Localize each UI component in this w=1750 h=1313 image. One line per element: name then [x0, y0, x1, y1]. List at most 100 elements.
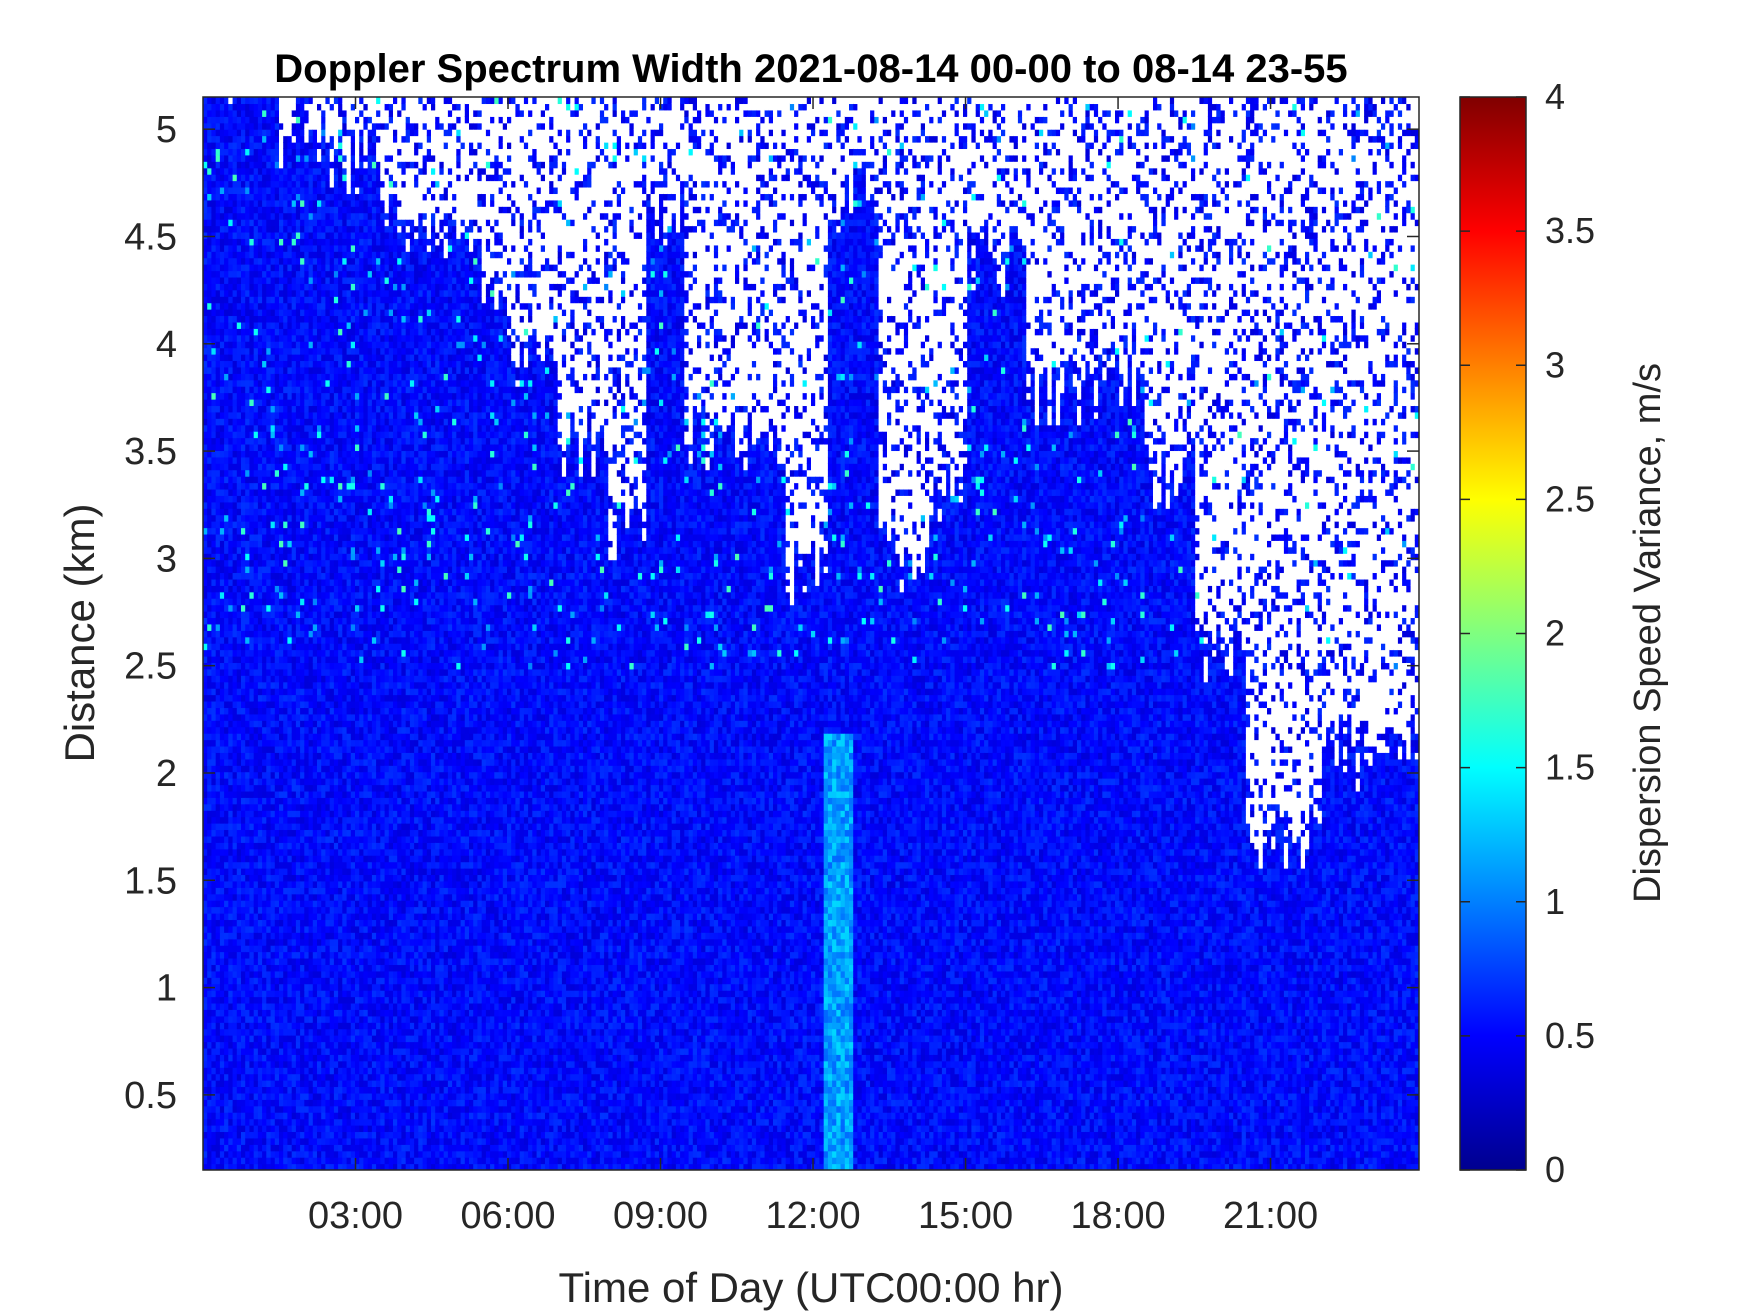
heatmap-cell [207, 842, 213, 850]
heatmap-cell [228, 887, 234, 895]
heatmap-cell [241, 823, 246, 831]
heatmap-cell [215, 977, 221, 985]
heatmap-cell [257, 636, 263, 644]
heatmap-cell [203, 1028, 208, 1036]
heatmap-cell [245, 315, 251, 323]
heatmap-cell [241, 546, 246, 554]
heatmap-cell [207, 578, 213, 586]
heatmap-cell [236, 450, 242, 458]
heatmap-cell [236, 1047, 242, 1055]
heatmap-cell [241, 1022, 246, 1030]
heatmap-cell [224, 694, 229, 702]
heatmap-cell [245, 630, 251, 638]
heatmap-cell [245, 540, 251, 548]
heatmap-cell [228, 347, 234, 355]
heatmap-cell [274, 1131, 280, 1139]
heatmap-cell [325, 823, 331, 831]
heatmap-cell [312, 187, 318, 195]
heatmap-cell [317, 373, 322, 381]
heatmap-cell [317, 790, 322, 798]
heatmap-cell [308, 321, 314, 329]
heatmap-cell [224, 1125, 229, 1133]
heatmap-cell [308, 868, 314, 876]
heatmap-cell [287, 739, 293, 747]
heatmap-cell [257, 990, 263, 998]
heatmap-cell [325, 527, 331, 535]
heatmap-cell [295, 643, 301, 651]
heatmap-cell [304, 868, 310, 876]
heatmap-cell [291, 231, 297, 239]
heatmap-cell [241, 1080, 246, 1088]
heatmap-cell [249, 598, 255, 606]
heatmap-cell [232, 951, 238, 959]
heatmap-cell [274, 726, 280, 734]
heatmap-cell [253, 745, 259, 753]
heatmap-cell [257, 578, 263, 586]
heatmap-cell [211, 354, 217, 362]
heatmap-cell [245, 1067, 251, 1075]
heatmap-cell [274, 135, 280, 143]
heatmap-cell [249, 167, 255, 175]
heatmap-cell [283, 476, 289, 484]
heatmap-cell [262, 270, 267, 278]
heatmap-cell [224, 797, 229, 805]
heatmap-cell [300, 212, 305, 220]
heatmap-cell [215, 424, 221, 432]
heatmap-cell [228, 559, 234, 567]
heatmap-cell [304, 842, 310, 850]
heatmap-cell [266, 546, 272, 554]
heatmap-cell [207, 321, 213, 329]
heatmap-cell [236, 604, 242, 612]
heatmap-cell [300, 829, 305, 837]
heatmap-cell [236, 758, 242, 766]
heatmap-cell [308, 958, 314, 966]
heatmap-cell [291, 983, 297, 991]
heatmap-cell [207, 630, 213, 638]
heatmap-cell [304, 514, 310, 522]
heatmap-cell [257, 219, 263, 227]
heatmap-cell [325, 945, 331, 953]
heatmap-cell [215, 231, 221, 239]
heatmap-cell [270, 778, 276, 786]
heatmap-cell [219, 707, 225, 715]
heatmap-cell [207, 174, 213, 182]
heatmap-cell [321, 1099, 327, 1107]
heatmap-cell [291, 334, 297, 342]
heatmap-cell [308, 431, 314, 439]
heatmap-cell [291, 257, 297, 265]
heatmap-cell [279, 347, 284, 355]
heatmap-cell [291, 142, 297, 150]
heatmap-cell [283, 1002, 289, 1010]
heatmap-cell [279, 771, 284, 779]
heatmap-cell [295, 533, 301, 541]
heatmap-cell [257, 1112, 263, 1120]
heatmap-cell [262, 848, 267, 856]
heatmap-cell [274, 469, 280, 477]
heatmap-cell [283, 649, 289, 657]
heatmap-cell [300, 823, 305, 831]
heatmap-cell [228, 643, 234, 651]
heatmap-cell [245, 1150, 251, 1158]
heatmap-cell [312, 501, 318, 509]
heatmap-cell [266, 938, 272, 946]
heatmap-cell [283, 745, 289, 753]
heatmap-cell [203, 1041, 208, 1049]
heatmap-cell [295, 1002, 301, 1010]
heatmap-cell [224, 238, 229, 246]
heatmap-cell [279, 386, 284, 394]
heatmap-cell [236, 411, 242, 419]
heatmap-cell [321, 174, 327, 182]
heatmap-cell [287, 977, 293, 985]
heatmap-cell [241, 212, 246, 220]
heatmap-cell [236, 1144, 242, 1152]
heatmap-cell [321, 623, 327, 631]
heatmap-cell [215, 1047, 221, 1055]
heatmap-cell [283, 553, 289, 561]
heatmap-cell [207, 1131, 213, 1139]
heatmap-cell [262, 469, 267, 477]
heatmap-cell [219, 469, 225, 477]
heatmap-cell [203, 437, 208, 445]
heatmap-cell [270, 257, 276, 265]
heatmap-cell [203, 797, 208, 805]
heatmap-cell [232, 964, 238, 972]
